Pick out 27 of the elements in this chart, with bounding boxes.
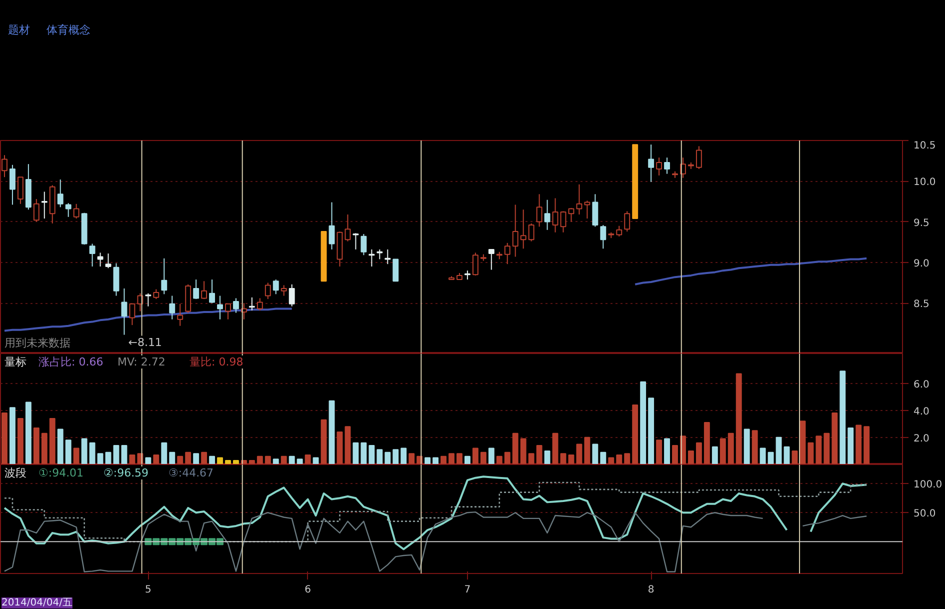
- annotation: ①:94.01: [38, 466, 84, 480]
- annotation: 涨占比: 0.66: [38, 356, 104, 368]
- y-tick-label: 9.5: [914, 218, 930, 229]
- y-tick-label: 10.5: [914, 140, 936, 152]
- x-tick-label: 6: [304, 584, 312, 596]
- annotation: MV: 2.72: [118, 356, 166, 368]
- x-tick-label: 5: [144, 584, 152, 596]
- y-tick-label: 50.0: [914, 508, 936, 520]
- y-tick-label: 100.0: [914, 480, 942, 491]
- y-tick-label: 2.0: [914, 433, 930, 444]
- y-tick-label: 6.0: [914, 379, 930, 390]
- y-tick-label: 10.0: [914, 177, 936, 188]
- chart-title: 题材: [8, 24, 30, 36]
- annotation: ←8.11: [128, 336, 162, 349]
- annotation: ②:96.59: [104, 466, 149, 480]
- chart-subtitle: 体育概念: [46, 24, 90, 36]
- annotation: ③:44.67: [168, 466, 214, 480]
- y-tick-label: 9.0: [914, 258, 930, 270]
- chart-title: 波段: [4, 466, 26, 480]
- annotation: 用到未来数据: [4, 336, 70, 350]
- y-tick-label: 8.5: [914, 299, 930, 310]
- x-tick-label: 7: [464, 584, 471, 596]
- annotation: 量比: 0.98: [190, 356, 244, 368]
- chart-title: 量标: [4, 356, 26, 368]
- x-tick-label: 8: [648, 584, 654, 596]
- y-tick-label: 4.0: [914, 406, 930, 418]
- text: 2014/04/04/五: [1, 598, 72, 608]
